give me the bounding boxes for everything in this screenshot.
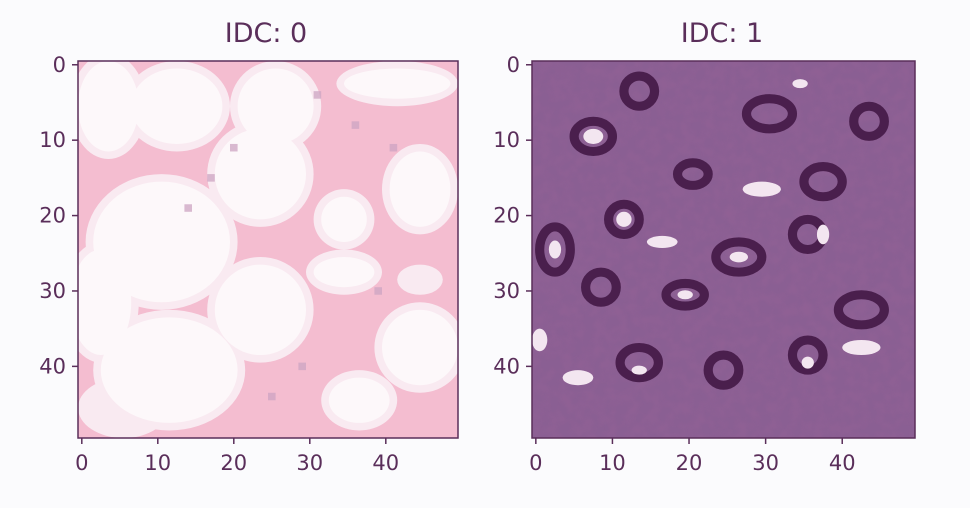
x-tick-label: 30 <box>296 451 323 475</box>
panel-idc-0: IDC: 0 <box>39 18 459 475</box>
x-tick-label: 40 <box>829 451 856 475</box>
x-tick-label: 10 <box>599 451 626 475</box>
panel-title: IDC: 0 <box>225 18 307 49</box>
y-tick-label: 0 <box>507 53 520 77</box>
ticks-idc-0: 0 10 20 30 40 0 10 20 30 40 <box>39 53 399 475</box>
image-idc-0 <box>78 61 458 438</box>
y-tick-label: 10 <box>39 128 66 152</box>
ticks-idc-1: 0 10 20 30 40 0 10 20 30 40 <box>493 53 855 475</box>
y-tick-label: 40 <box>39 354 66 378</box>
y-tick-label: 40 <box>493 354 520 378</box>
x-tick-label: 40 <box>372 451 399 475</box>
panel-title: IDC: 1 <box>681 18 763 49</box>
x-tick-label: 0 <box>75 451 88 475</box>
y-tick-label: 30 <box>493 279 520 303</box>
axes-frame <box>531 60 916 439</box>
y-tick-label: 20 <box>39 204 66 228</box>
y-tick-label: 30 <box>39 279 66 303</box>
panel-idc-1: IDC: 1 <box>493 18 916 475</box>
y-tick-label: 10 <box>493 128 520 152</box>
y-tick-label: 20 <box>493 204 520 228</box>
x-tick-label: 30 <box>752 451 779 475</box>
x-tick-label: 10 <box>144 451 171 475</box>
axes-frame <box>77 60 459 439</box>
x-tick-label: 20 <box>220 451 247 475</box>
y-tick-label: 0 <box>53 53 66 77</box>
x-tick-label: 20 <box>676 451 703 475</box>
x-tick-label: 0 <box>529 451 542 475</box>
image-idc-1 <box>532 61 915 438</box>
